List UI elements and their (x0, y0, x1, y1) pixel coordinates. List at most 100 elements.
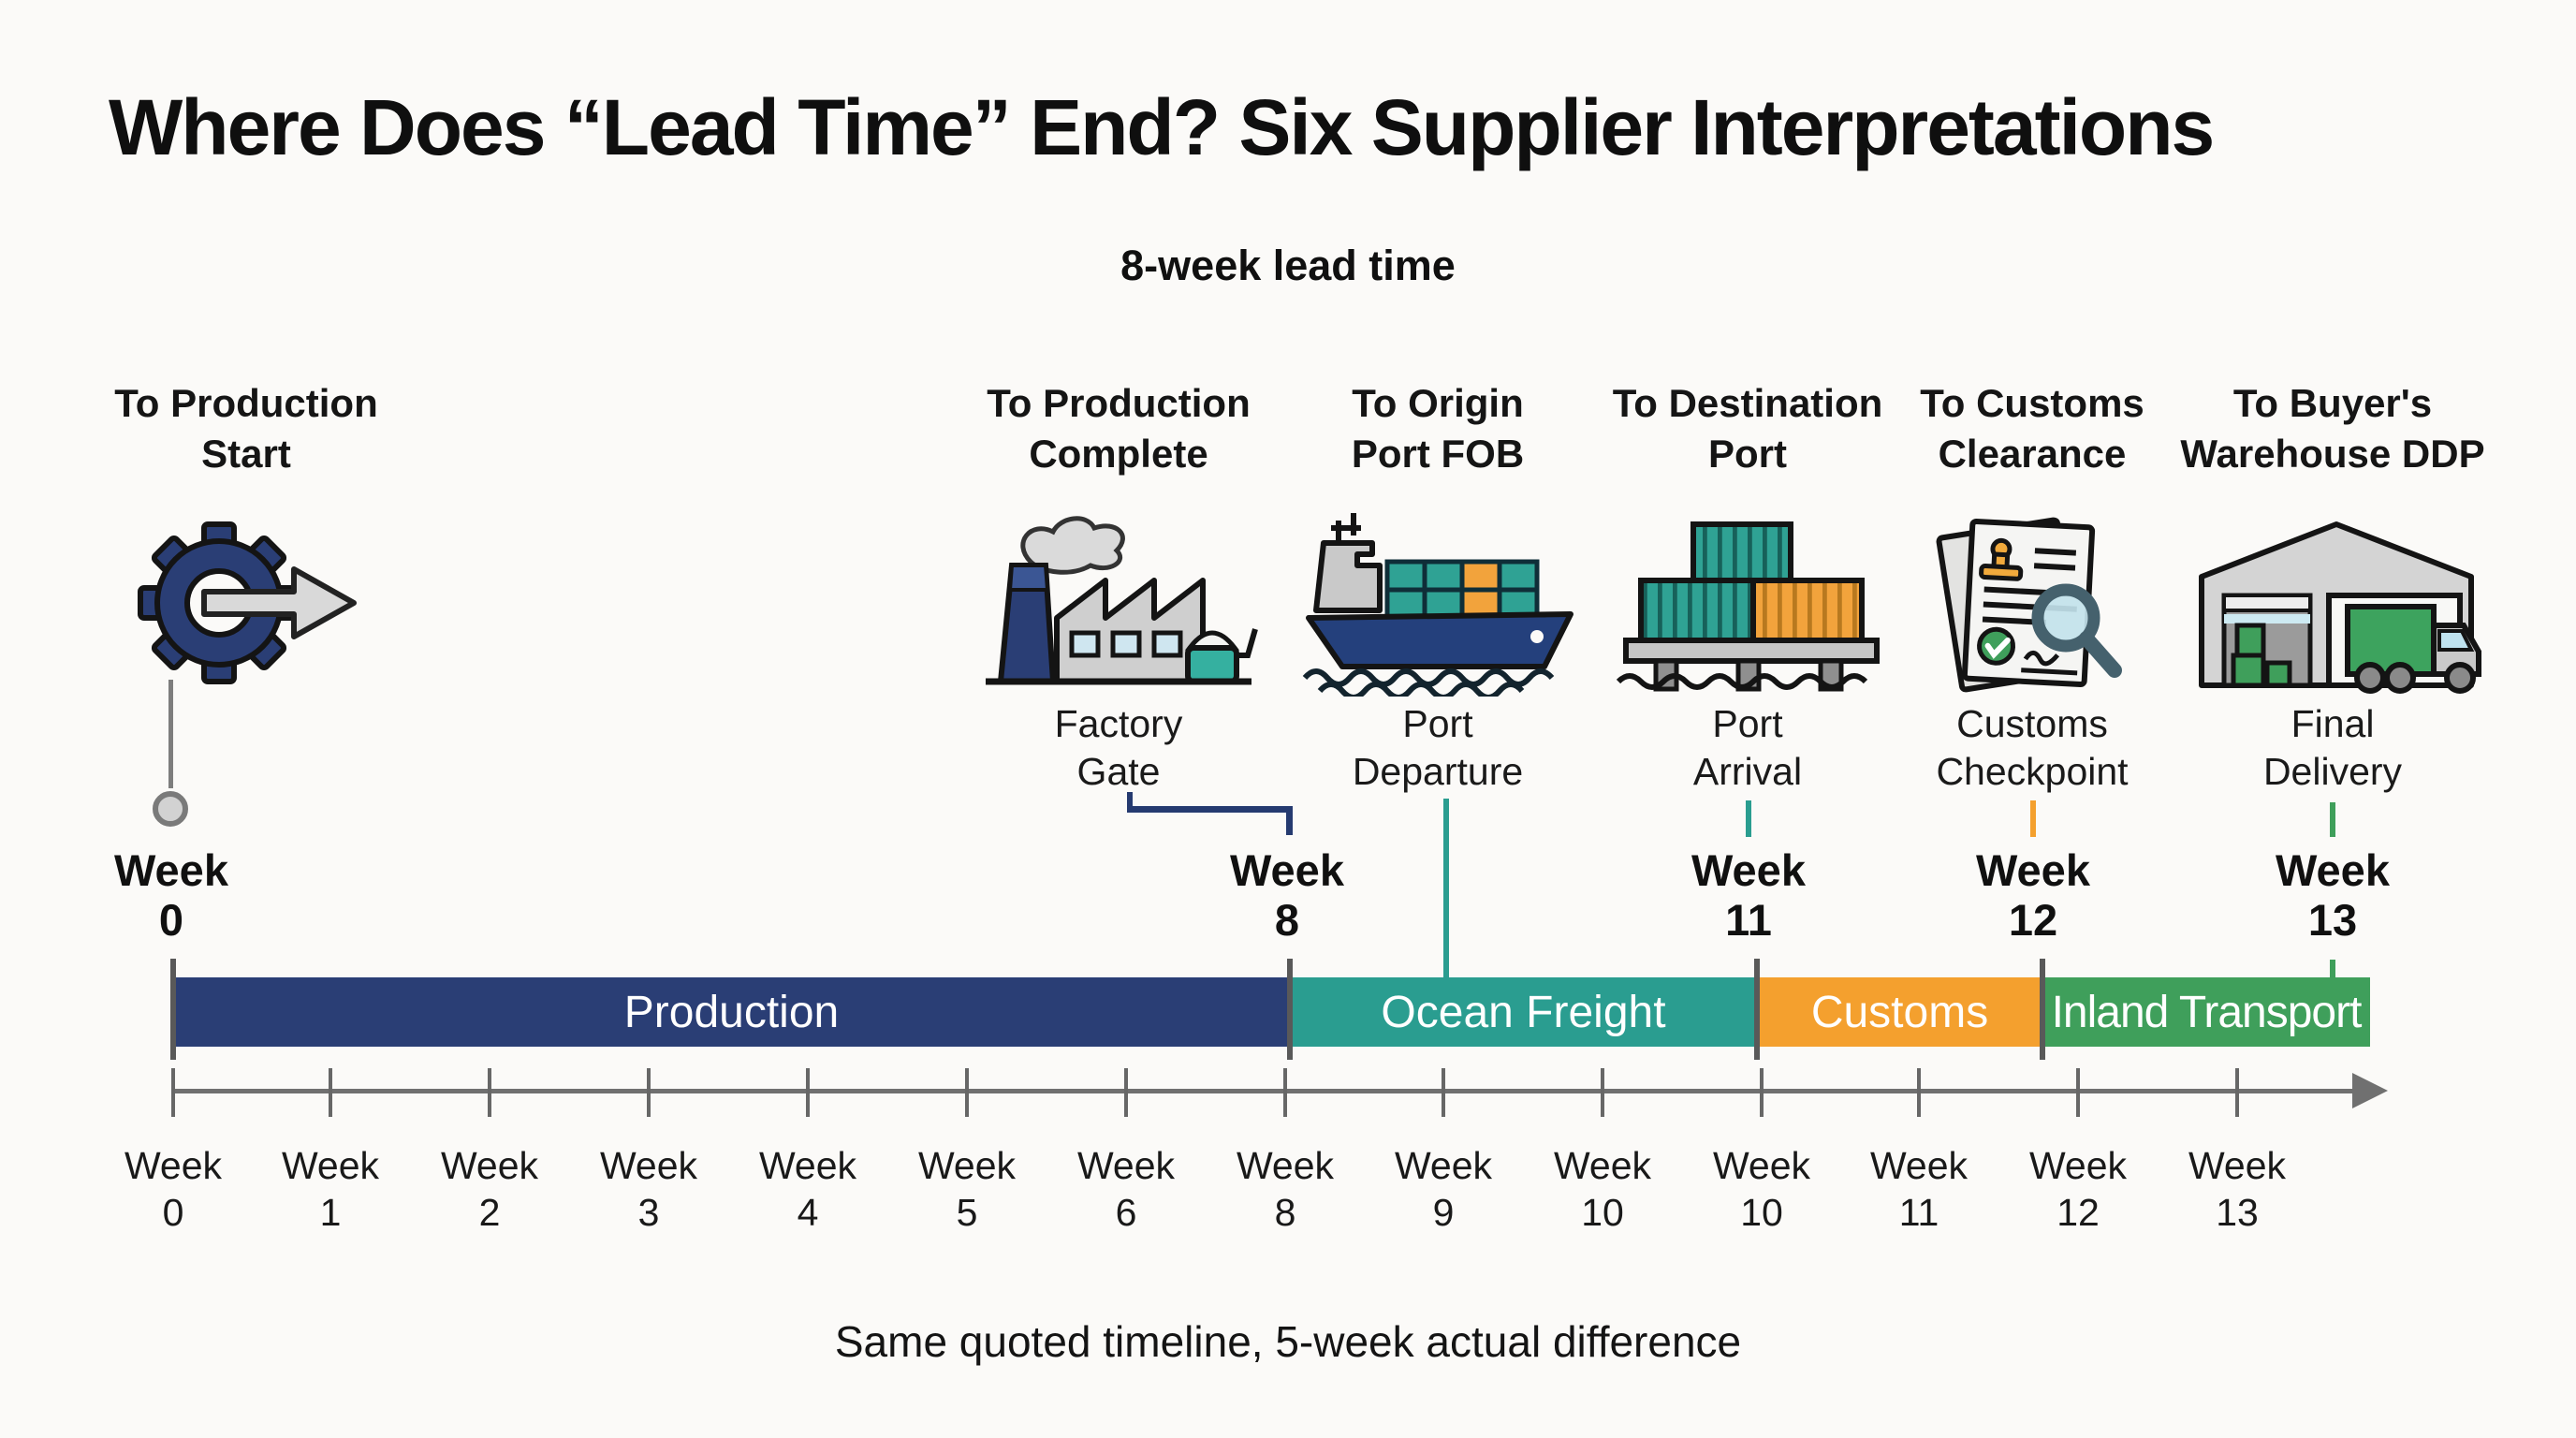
axis-label-week-3: Week 3 (569, 1142, 728, 1236)
customs-documents-icon (1826, 504, 2238, 702)
segment-inland-transport: Inland Transport (2042, 977, 2370, 1047)
column-header-origin-port: To Origin Port FOB (1232, 378, 1644, 479)
caption-line: Gate (1076, 750, 1161, 793)
final-delivery-connector (2330, 802, 2335, 837)
segment-label: Customs (1810, 987, 1989, 1037)
axis-week-value: 9 (1432, 1191, 1455, 1234)
axis-label-week-10b: Week 10 (1682, 1142, 1841, 1236)
axis-tick (647, 1068, 651, 1117)
axis-week-value: 2 (478, 1191, 501, 1234)
icon-caption-port-arrival: Port Arrival (1542, 700, 1954, 796)
milestone-word: Week (1691, 845, 1806, 895)
milestone-week-12: Week 12 (1893, 845, 2174, 945)
milestone-number: 8 (1274, 895, 1300, 945)
axis-week-word: Week (1712, 1144, 1811, 1187)
axis-week-value: 11 (1898, 1191, 1939, 1234)
milestone-word: Week (1976, 845, 2090, 895)
axis-week-value: 10 (1740, 1191, 1783, 1234)
warehouse-truck-icon (2127, 504, 2539, 702)
axis-label-week-8: Week 8 (1206, 1142, 1365, 1236)
segment-label: Ocean Freight (1381, 987, 1666, 1037)
caption-line: Factory (1054, 702, 1183, 745)
milestone-week-8: Week 8 (1147, 845, 1427, 945)
header-line: To Buyer's (2232, 381, 2433, 425)
header-line: To Production (114, 381, 378, 425)
milestone-number: 13 (2307, 895, 2358, 945)
axis-week-word: Week (2028, 1144, 2128, 1187)
axis-tick (1760, 1068, 1764, 1117)
timeline-axis (173, 1089, 2354, 1093)
segment-production: Production (173, 977, 1290, 1047)
axis-label-week-1: Week 1 (251, 1142, 410, 1236)
axis-week-word: Week (281, 1144, 380, 1187)
factory-glyph (986, 516, 1258, 685)
caption-line: Departure (1352, 750, 1524, 793)
axis-week-word: Week (599, 1144, 698, 1187)
milestone-word: Week (1230, 845, 1344, 895)
axis-week-word: Week (124, 1144, 223, 1187)
axis-week-value: 4 (797, 1191, 819, 1234)
milestone-number: 11 (1725, 895, 1772, 945)
page-title: Where Does “Lead Time” End? Six Supplier… (109, 83, 2215, 171)
milestone-word: Week (2276, 845, 2390, 895)
axis-tick (1124, 1068, 1128, 1117)
cargo-ship-icon (1232, 504, 1644, 702)
axis-tick (488, 1068, 491, 1117)
axis-week-word: Week (1869, 1144, 1969, 1187)
port-arrival-connector (1746, 800, 1751, 837)
icon-caption-customs-checkpoint: Customs Checkpoint (1826, 700, 2238, 796)
factory-icon (913, 504, 1325, 702)
factory-gate-connector-down (1286, 806, 1293, 835)
header-line: To Customs (1920, 381, 2144, 425)
caption-line: Customs (1956, 702, 2108, 745)
gear-arrow-icon (138, 521, 357, 684)
axis-week-value: 3 (637, 1191, 660, 1234)
segment-label: Inland Transport (2051, 987, 2363, 1037)
axis-tick (2235, 1068, 2239, 1117)
axis-week-value: 13 (2216, 1191, 2259, 1234)
axis-week-value: 6 (1115, 1191, 1137, 1234)
header-line: Port FOB (1351, 432, 1525, 476)
axis-tick (171, 1068, 175, 1117)
segment-customs: Customs (1757, 977, 2042, 1047)
axis-week-value: 1 (319, 1191, 342, 1234)
header-line: Clearance (1938, 432, 2127, 476)
axis-label-week-5: Week 5 (887, 1142, 1046, 1236)
caption-line: Final (2291, 702, 2375, 745)
column-header-destination-port: To Destination Port (1542, 378, 1954, 479)
week0-marker-dot (153, 791, 188, 827)
containers-glyph (1616, 521, 1880, 692)
column-header-customs-clearance: To Customs Clearance (1826, 378, 2238, 479)
segment-ocean-freight: Ocean Freight (1290, 977, 1757, 1047)
header-line: Start (201, 432, 291, 476)
axis-week-word: Week (917, 1144, 1017, 1187)
icon-caption-factory-gate: Factory Gate (913, 700, 1325, 796)
factory-gate-connector-up (1127, 792, 1133, 813)
axis-week-word: Week (758, 1144, 857, 1187)
ship-glyph (1302, 513, 1573, 697)
axis-week-value: 12 (2056, 1191, 2100, 1234)
caption-line: Arrival (1692, 750, 1803, 793)
header-line: Port (1708, 432, 1787, 476)
final-delivery-bar-stub (2330, 960, 2335, 979)
caption-line: Checkpoint (1936, 750, 2129, 793)
header-line: To Origin (1352, 381, 1524, 425)
axis-label-week-10a: Week 10 (1523, 1142, 1682, 1236)
column-header-production-start: To Production Start (40, 378, 452, 479)
axis-tick (329, 1068, 332, 1117)
segment-divider (1754, 959, 1760, 1060)
week0-marker-line (168, 680, 173, 788)
documents-magnifier-glyph (1936, 517, 2122, 693)
axis-week-word: Week (440, 1144, 539, 1187)
header-line: Complete (1029, 432, 1208, 476)
warehouse-glyph (2199, 521, 2481, 694)
segment-divider (2040, 959, 2045, 1060)
segment-divider (170, 959, 176, 1060)
axis-week-value: 0 (162, 1191, 184, 1234)
customs-checkpoint-connector (2030, 800, 2036, 837)
axis-label-week-6: Week 6 (1046, 1142, 1206, 1236)
axis-label-week-0: Week 0 (94, 1142, 253, 1236)
icon-caption-port-departure: Port Departure (1232, 700, 1644, 796)
axis-tick (1917, 1068, 1921, 1117)
